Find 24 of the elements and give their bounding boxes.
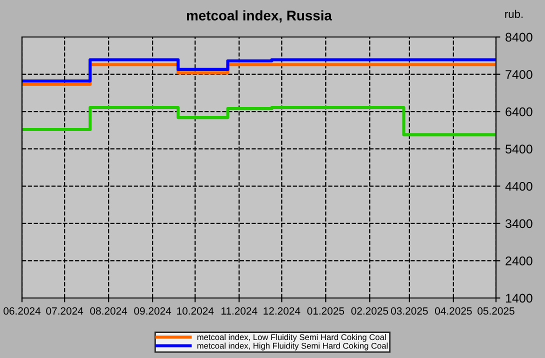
x-tick-label: 12.2024 — [264, 307, 300, 315]
chart-title: metcoal index, Russia — [186, 10, 332, 22]
x-tick-label: 07.2024 — [46, 307, 84, 315]
y-tick-label: 7400 — [506, 70, 532, 79]
y-tick-label: 1400 — [506, 294, 532, 303]
y-tick-label: 4400 — [505, 182, 532, 191]
y-tick-label: 5400 — [506, 144, 532, 154]
x-tick-label: 06.2024 — [4, 307, 41, 315]
x-tick-label: 11.2024 — [221, 307, 258, 315]
y-tick-label: 8400 — [506, 32, 532, 42]
y-tick-label: 2400 — [506, 256, 532, 266]
x-tick-label: 10.2024 — [177, 307, 214, 315]
legend-label: metcoal index, Low Fluidity Semi Hard Coking Coal — [197, 334, 386, 342]
x-tick-label: 02.2025 — [351, 307, 388, 315]
x-tick-label: 04.2025 — [435, 307, 472, 315]
x-tick-label: 08.2024 — [90, 307, 128, 315]
x-tick-label: 05.2025 — [478, 307, 514, 315]
y-tick-label: 3400 — [506, 219, 532, 228]
x-tick-label: 01.2025 — [307, 307, 344, 315]
x-tick-label: 03.2025 — [391, 307, 428, 315]
x-tick-label: 09.2024 — [134, 307, 172, 315]
y-axis-title: rub. — [505, 10, 523, 18]
legend-label: metcoal index, High Fluidity Semi Hard Coking Coal — [197, 342, 388, 350]
y-tick-label: 6400 — [506, 107, 532, 116]
